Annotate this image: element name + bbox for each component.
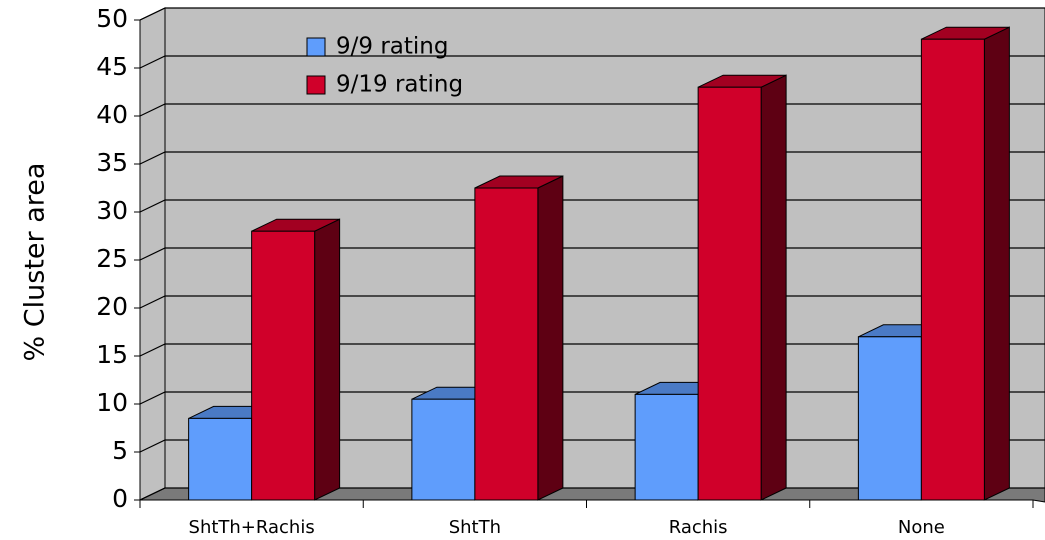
y-tick-label: 45 bbox=[96, 52, 128, 81]
y-tick-label: 35 bbox=[96, 148, 128, 177]
bar bbox=[188, 417, 253, 501]
x-tick-label: Rachis bbox=[669, 517, 728, 538]
bar bbox=[634, 393, 699, 501]
y-axis-title: % Cluster area bbox=[20, 163, 51, 362]
legend-label: 9/9 rating bbox=[336, 34, 448, 60]
bar-side bbox=[760, 74, 787, 501]
y-tick-label: 25 bbox=[96, 244, 128, 273]
y-tick-label: 0 bbox=[112, 484, 128, 513]
bar bbox=[411, 398, 476, 501]
legend-label: 9/19 rating bbox=[336, 72, 463, 98]
x-tick-label: ShtTh+Rachis bbox=[189, 517, 315, 538]
bar bbox=[920, 38, 985, 501]
legend-swatch bbox=[306, 75, 326, 95]
x-tick-label: ShtTh bbox=[449, 517, 501, 538]
legend-swatch bbox=[306, 37, 326, 57]
bar-side bbox=[314, 218, 341, 501]
x-tick-label: None bbox=[898, 517, 945, 538]
bar bbox=[251, 230, 316, 501]
grid-line bbox=[139, 55, 1045, 69]
grid-line bbox=[139, 7, 1045, 21]
y-tick-label: 5 bbox=[112, 436, 128, 465]
y-tick-label: 30 bbox=[96, 196, 128, 225]
y-tick-label: 20 bbox=[96, 292, 128, 321]
y-tick-label: 40 bbox=[96, 100, 128, 129]
bar bbox=[474, 187, 539, 501]
bar bbox=[857, 336, 922, 501]
y-tick-label: 15 bbox=[96, 340, 128, 369]
bar-side bbox=[537, 175, 564, 501]
y-tick-label: 50 bbox=[96, 4, 128, 33]
bar bbox=[697, 86, 762, 501]
bar-side bbox=[983, 26, 1010, 501]
y-tick-label: 10 bbox=[96, 388, 128, 417]
